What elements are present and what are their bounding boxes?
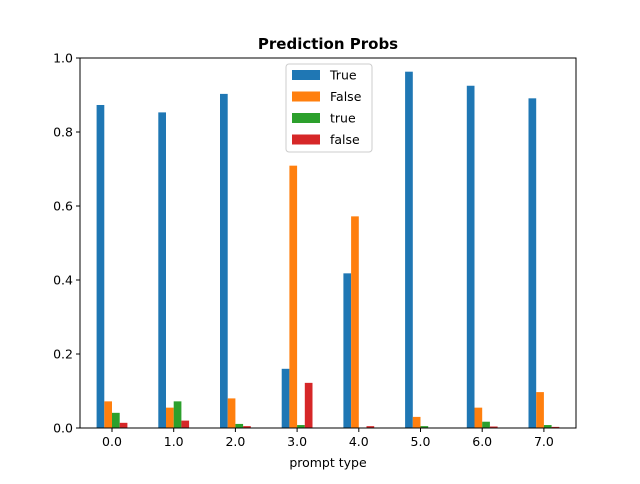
bar-false-6 [474, 407, 483, 428]
y-axis: 0.0 0.2 0.4 0.6 0.8 1.0 [53, 51, 80, 436]
bar-false-1 [166, 407, 174, 428]
legend-box [285, 63, 373, 153]
bar-true-2 [220, 93, 228, 428]
bar-false-5 [412, 416, 421, 428]
y-tick-label: 0.6 [53, 199, 73, 214]
bar-true-1 [158, 112, 166, 428]
legend-label-true: true [330, 111, 356, 126]
bar-true-1 [173, 401, 182, 428]
y-tick-label: 0.0 [53, 421, 73, 436]
bar-false-4 [351, 216, 359, 428]
bar-true-0 [96, 104, 105, 429]
bar-false-0 [104, 401, 112, 428]
x-tick-label: 0.0 [102, 434, 122, 449]
chart-title: Prediction Probs [258, 35, 398, 53]
x-tick-label: 3.0 [287, 434, 307, 449]
bars-group [96, 71, 560, 429]
bar-true-5 [420, 426, 429, 428]
x-tick-label: 2.0 [225, 434, 245, 449]
y-tick-label: 0.8 [53, 125, 73, 140]
x-tick-label: 1.0 [164, 434, 184, 449]
x-axis-label: prompt type [289, 455, 367, 470]
x-tick-label: 6.0 [472, 434, 492, 449]
y-tick-label: 1.0 [53, 51, 73, 66]
plot-frame [79, 57, 577, 429]
legend-label-false: False [330, 89, 362, 104]
legend: True False true false [285, 63, 373, 153]
x-tick-label: 5.0 [411, 434, 431, 449]
legend-swatch-false [292, 134, 320, 145]
bar-true-0 [112, 412, 120, 428]
x-axis: 0.0 1.0 2.0 3.0 4.0 5.0 6.0 7.0 [102, 428, 554, 449]
bar-false-6 [489, 426, 498, 428]
bar-false-7 [551, 426, 560, 428]
bar-false-3 [289, 165, 298, 429]
bar-false-1 [181, 420, 190, 428]
bar-false-7 [536, 392, 544, 428]
bar-true-6 [482, 421, 490, 428]
bar-true-6 [466, 85, 475, 428]
bar-true-2 [235, 423, 244, 428]
x-tick-label: 4.0 [349, 434, 369, 449]
bar-true-3 [297, 425, 305, 428]
legend-swatch-true [292, 70, 320, 80]
bar-true-4 [343, 273, 352, 428]
bar-false-4 [366, 426, 375, 428]
legend-swatch-false [292, 91, 320, 102]
bar-true-7 [543, 425, 552, 428]
bar-false-3 [304, 382, 313, 428]
bar-false-2 [243, 426, 251, 428]
legend-label-true: True [329, 68, 357, 83]
legend-swatch-true [292, 113, 320, 123]
bar-false-0 [119, 422, 128, 428]
x-tick-label: 7.0 [534, 434, 554, 449]
bar-true-3 [281, 368, 290, 428]
bar-true-5 [405, 71, 413, 428]
bar-false-2 [227, 398, 236, 428]
legend-label-false: false [330, 132, 360, 147]
bar-true-7 [528, 98, 537, 428]
y-tick-label: 0.4 [53, 273, 73, 288]
y-tick-label: 0.2 [53, 347, 73, 362]
